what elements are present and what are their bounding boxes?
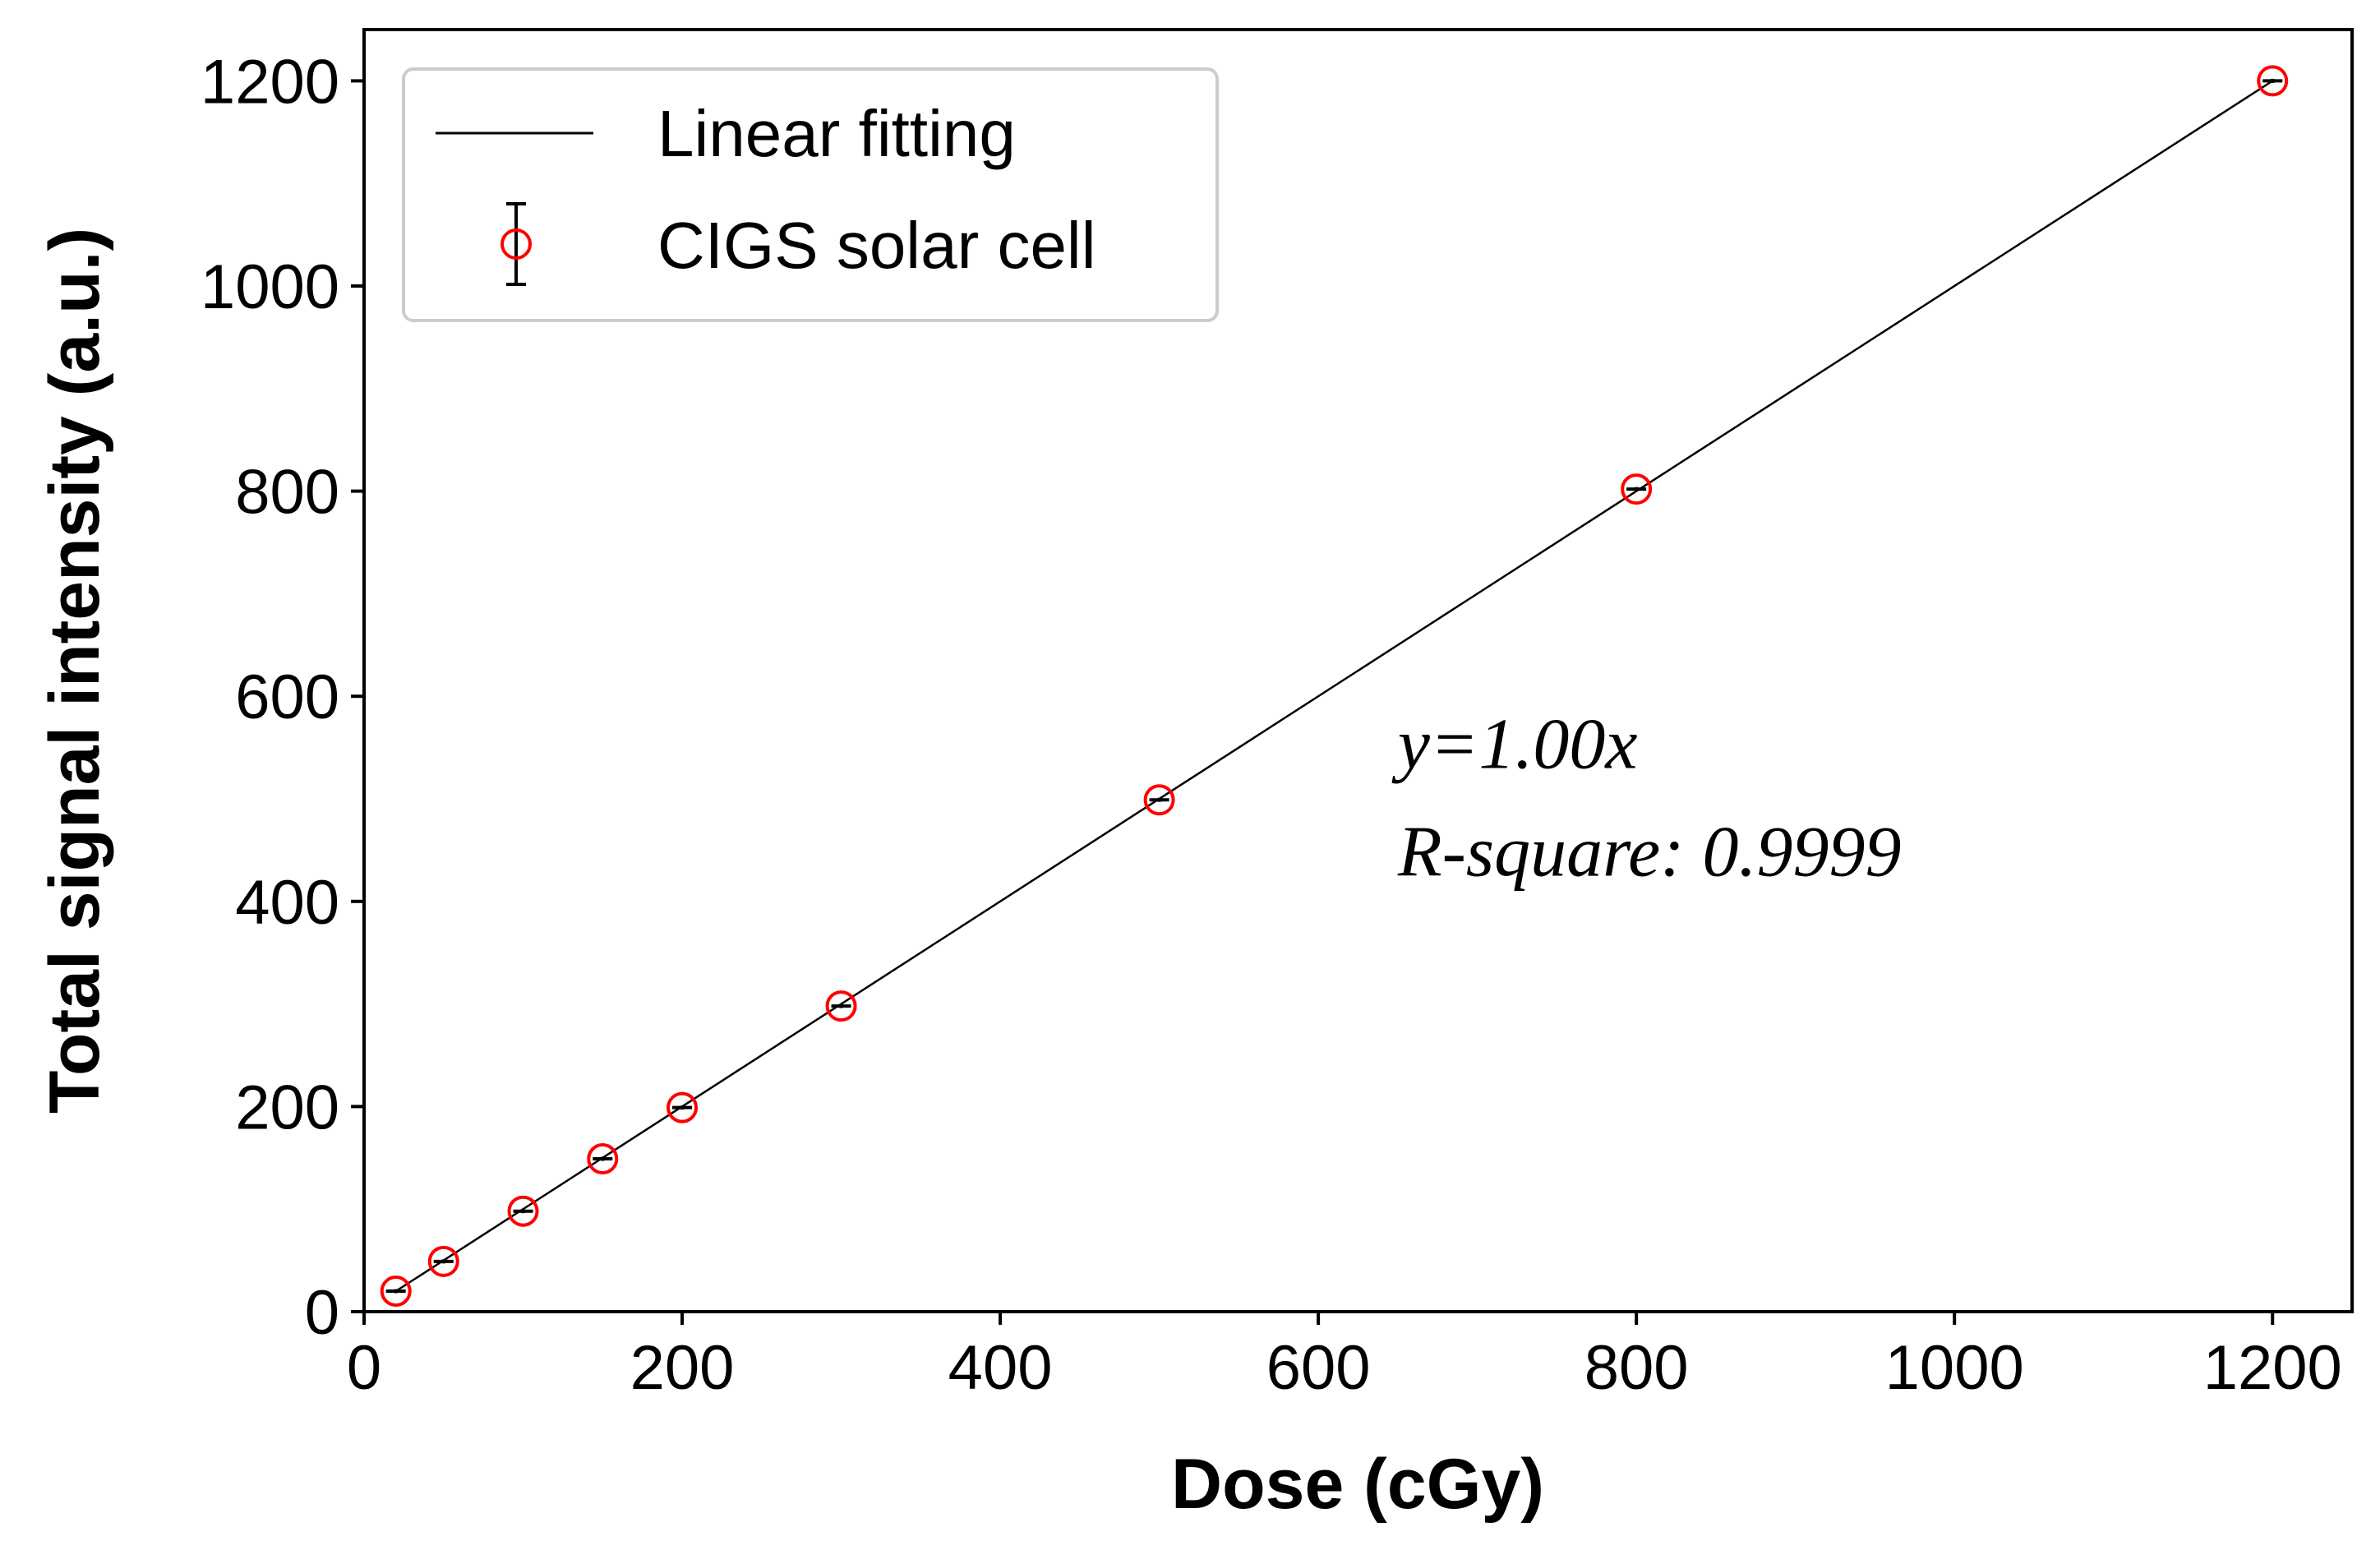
y-axis: 0 200 400 600 800 1000 1200	[201, 47, 364, 1348]
plot-area-frame	[362, 28, 2354, 1313]
x-axis: 0 200 400 600 800 1000 1200	[347, 1312, 2342, 1403]
y-tick-label: 400	[235, 868, 339, 938]
data-point-marker	[666, 1091, 699, 1123]
legend-label-linear-fitting: Linear fitting	[657, 97, 1016, 170]
r-square-annotation: R-square: 0.9999	[1397, 813, 1902, 893]
x-tick-label: 1200	[2203, 1333, 2342, 1403]
data-point-marker	[380, 1276, 412, 1308]
x-tick-label: 200	[630, 1333, 735, 1403]
legend-box	[402, 67, 1219, 322]
data-point-marker	[825, 990, 857, 1022]
linear-fit-line	[395, 80, 2273, 1293]
y-tick-label: 200	[235, 1073, 339, 1142]
x-tick-label: 1000	[1885, 1333, 2024, 1403]
annotations: y=1.00x R-square: 0.9999	[1391, 705, 1902, 893]
data-point-marker	[1621, 473, 1653, 505]
y-axis-title: Total signal intensity (a.u.)	[35, 228, 114, 1114]
legend-marker-swatch	[500, 228, 532, 260]
x-tick-label: 0	[347, 1333, 381, 1403]
data-point-marker	[427, 1245, 459, 1277]
data-point-marker	[2257, 65, 2289, 97]
x-axis-title: Dose (cGy)	[1171, 1445, 1544, 1524]
x-tick-label: 600	[1266, 1333, 1371, 1403]
y-tick-label: 1000	[201, 252, 339, 322]
legend: Linear fitting CIGS solar cell	[402, 67, 1219, 322]
data-point-marker	[1143, 784, 1175, 816]
data-point-marker	[587, 1143, 619, 1175]
y-tick-label: 0	[305, 1278, 339, 1348]
fit-equation-annotation: y=1.00x	[1391, 705, 1638, 785]
x-tick-label: 800	[1584, 1333, 1689, 1403]
y-tick-label: 1200	[201, 47, 339, 117]
y-tick-label: 600	[235, 662, 339, 732]
series-layer	[380, 65, 2289, 1308]
y-tick-label: 800	[235, 458, 339, 528]
data-point-marker	[507, 1195, 539, 1227]
legend-label-cigs-solar-cell: CIGS solar cell	[657, 209, 1095, 282]
x-tick-label: 400	[948, 1333, 1053, 1403]
